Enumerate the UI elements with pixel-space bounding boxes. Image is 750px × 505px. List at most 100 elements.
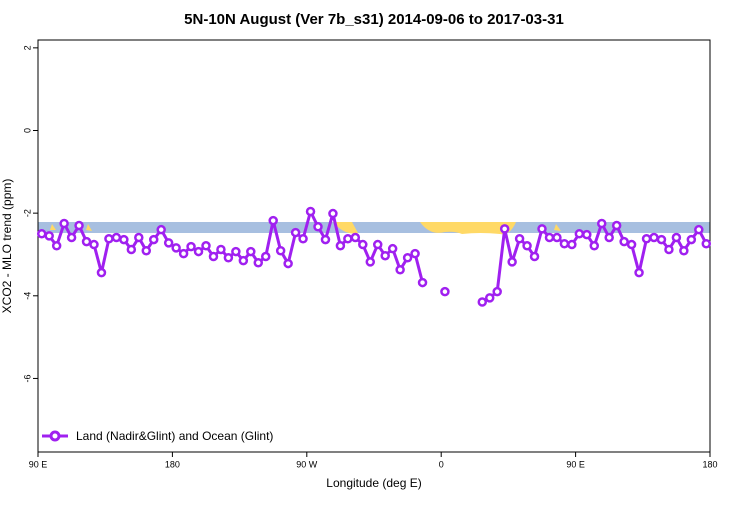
data-point [484,293,495,303]
legend-marker [49,430,61,442]
data-point [141,246,152,256]
y-tick-label: 2 [22,45,32,50]
data-point [522,241,532,251]
y-tick-label: -2 [22,209,32,217]
data-point [171,243,181,253]
data-point [320,234,331,245]
data-point [664,244,674,255]
data-point [679,246,689,256]
legend: Land (Nadir&Glint) and Ocean (Glint) [42,429,273,443]
chart-title: 5N-10N August (Ver 7b_s31) 2014-09-06 to… [184,11,564,28]
data-point [701,238,712,249]
data-point [626,239,637,250]
band-patch [554,224,561,231]
data-point [589,241,600,251]
data-point [186,241,196,252]
x-tick-label: 90 E [566,459,585,469]
data-point [208,251,219,262]
data-point [552,232,562,243]
data-point [290,227,301,238]
data-point [156,224,166,235]
data-point [298,234,308,244]
data-point [223,253,234,263]
band-patch [420,222,516,235]
data-point [544,232,555,243]
data-point [402,253,413,263]
data-point [372,239,383,250]
x-tick-label: 180 [702,459,717,469]
y-tick-label: -4 [22,292,32,300]
data-point [514,234,525,244]
data-point [537,224,547,234]
data-point [529,251,540,262]
data-point [238,255,249,266]
data-point [686,234,697,245]
data-point [96,267,107,278]
data-point [387,243,398,254]
data-point [163,238,174,248]
data-point [649,232,659,243]
data-point [641,234,652,244]
y-tick-label: 0 [22,128,32,133]
x-tick-label: 90 E [29,459,48,469]
band-patch [333,222,358,234]
data-point [358,239,368,250]
data-point [492,286,502,297]
data-point [216,244,226,255]
data-point [335,241,346,251]
data-point [66,232,77,243]
band [38,222,710,233]
data-point [343,234,353,244]
data-point [104,234,114,244]
data-point [36,229,47,239]
data-point [260,251,271,262]
data-point [417,277,428,288]
data-point [119,234,129,245]
data-point [619,236,629,247]
data-point [634,267,644,278]
data-point [59,218,69,229]
data-point [596,218,607,229]
data-point [246,246,256,257]
x-tick-label: 90 W [296,459,318,469]
data-point [231,246,241,257]
data-point [126,244,137,255]
data-point [148,234,159,245]
x-tick-label: 180 [165,459,180,469]
data-point [201,241,211,251]
data-point [44,231,54,241]
data-point [111,232,122,243]
data-point [395,265,405,275]
data-point [671,232,682,243]
data-point [268,215,278,226]
data-point [365,257,376,267]
data-point [305,206,316,217]
data-point [604,232,614,243]
data-point [51,241,62,251]
data-point [283,258,293,269]
data-point [81,236,92,247]
data-point [499,224,510,234]
data-point [507,257,517,267]
data-point [380,250,390,261]
data-point [178,248,189,259]
data-point [275,246,286,256]
x-tick-label: 0 [439,459,444,469]
band-patch [50,224,56,230]
data-point [574,229,585,239]
data-point [559,238,570,249]
data-point [74,220,84,231]
data-point [656,234,667,245]
data-point [611,220,622,231]
y-axis-label: XCO2 - MLO trend (ppm) [0,179,14,314]
y-tick-label: -6 [22,374,32,382]
data-point [582,229,592,240]
data-point [134,232,144,243]
data-point [89,239,99,250]
data-point [313,222,323,232]
data-point [410,248,420,259]
data-point [253,257,264,268]
data-point [350,232,361,243]
data-point [440,286,450,297]
